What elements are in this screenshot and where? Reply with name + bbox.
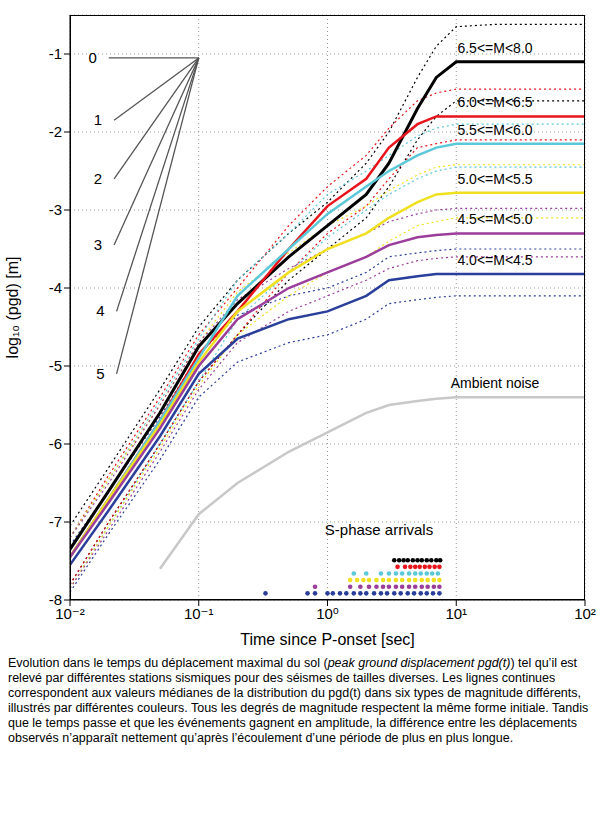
svg-text:5.0<=M<5.5: 5.0<=M<5.5 bbox=[457, 171, 532, 187]
svg-text:4.5<=M<5.0: 4.5<=M<5.0 bbox=[457, 211, 532, 227]
svg-text:-1: -1 bbox=[49, 45, 62, 62]
svg-text:Time since P-onset [sec]: Time since P-onset [sec] bbox=[240, 631, 415, 648]
svg-text:10⁰: 10⁰ bbox=[316, 605, 339, 622]
svg-text:2: 2 bbox=[94, 170, 102, 187]
svg-text:0: 0 bbox=[88, 49, 96, 66]
svg-text:5: 5 bbox=[96, 365, 104, 382]
svg-text:-3: -3 bbox=[49, 201, 62, 218]
svg-text:1: 1 bbox=[94, 111, 102, 128]
svg-text:4.0<=M<4.5: 4.0<=M<4.5 bbox=[457, 252, 532, 268]
svg-text:-6: -6 bbox=[49, 435, 62, 452]
svg-text:5.5<=M<6.0: 5.5<=M<6.0 bbox=[457, 122, 532, 138]
html-text:S-phase arrivals: S-phase arrivals bbox=[324, 521, 434, 538]
svg-text:-7: -7 bbox=[49, 513, 62, 530]
svg-text:-4: -4 bbox=[49, 279, 62, 296]
svg-text:10⁻¹: 10⁻¹ bbox=[184, 605, 214, 622]
svg-text:4: 4 bbox=[96, 302, 104, 319]
svg-text:10¹: 10¹ bbox=[445, 605, 467, 622]
svg-text:-5: -5 bbox=[49, 357, 62, 374]
svg-text:10²: 10² bbox=[574, 605, 592, 622]
svg-text:log₁₀ (pgd) [m]: log₁₀ (pgd) [m] bbox=[8, 257, 21, 359]
svg-text:Ambient noise: Ambient noise bbox=[451, 375, 540, 391]
svg-text:3: 3 bbox=[94, 236, 102, 253]
html-text:Evolution dans le temps du dép: Evolution dans le temps du déplacement m… bbox=[8, 656, 589, 745]
svg-text:-8: -8 bbox=[49, 591, 62, 608]
svg-text:10⁻²: 10⁻² bbox=[55, 604, 85, 622]
svg-text:-2: -2 bbox=[49, 123, 62, 140]
svg-text:6.5<=M<8.0: 6.5<=M<8.0 bbox=[457, 40, 532, 56]
svg-text:6.0<=M<6.5: 6.0<=M<6.5 bbox=[457, 94, 532, 110]
